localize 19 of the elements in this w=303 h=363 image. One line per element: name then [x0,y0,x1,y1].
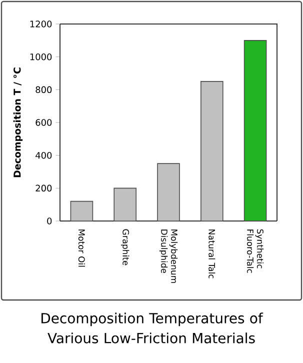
bar [114,188,136,222]
y-tick-label: 1000 [30,53,52,60]
y-tick-label: 800 [36,86,52,94]
bar [157,163,180,222]
x-tick-label: Natural Talc [208,230,216,278]
text: Decomposition Temperatures of Various Low-Friction Materials [42,312,264,344]
x-tick-label: Synthetic Fluoro-Talc [247,229,264,273]
y-tick-label: 600 [36,119,52,126]
x-tick-label: Molybdenum Disulphide [159,230,178,283]
y-tick-label: 400 [36,152,52,159]
y-tick-label: 1200 [30,20,52,28]
y-axis-title: Decomposition T / °C [13,68,23,178]
y-tick-label: 200 [36,184,52,192]
bar [70,200,94,222]
x-tick-label: Graphite [121,229,130,266]
x-tick-label: Motor Oil [78,230,85,267]
y-tick-label: 0 [47,218,52,224]
bar [200,81,224,222]
bar [244,40,267,222]
